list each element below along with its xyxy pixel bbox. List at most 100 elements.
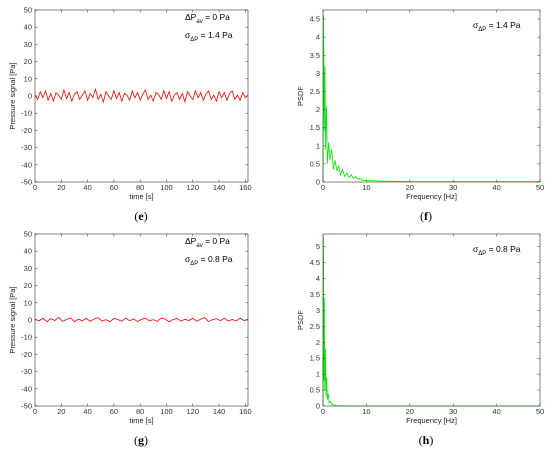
panel-e-xlabel: time [s] <box>129 192 153 201</box>
panel-e-label-letter: e <box>138 209 144 223</box>
panel-e-ytick-label: 40 <box>24 23 32 32</box>
panel-e-ytick-label: -50 <box>21 178 32 187</box>
panel-h: 0 10 20 30 40 50 0 0.5 1 1.5 2 2.5 3 3.5 4 4.5 5 Frequenc… <box>296 233 544 447</box>
panel-e-xtick-label: 40 <box>83 183 91 192</box>
panel-g-ytick-label: -40 <box>21 384 32 393</box>
panel-h-label-open: ( <box>419 433 423 447</box>
panel-e: 0 20 40 60 80 100 120 140 160 -50 -40 -30 -20 -10 0 10 2… <box>8 6 252 224</box>
panel-e-xtick-label: 20 <box>57 183 65 192</box>
panel-e-ytick-label: -40 <box>21 160 32 169</box>
panel-f-ytick-label: 0 <box>316 178 320 187</box>
panel-g-ytick-label: -30 <box>21 367 32 376</box>
panel-h-xtick-label: 10 <box>362 407 370 416</box>
panel-h-xtick-label: 30 <box>449 407 457 416</box>
panel-e-xtick-label: 120 <box>187 183 200 192</box>
panel-f-sigma-sub: ΔP <box>478 27 486 33</box>
panel-h-ylabel: PSDF <box>296 310 305 330</box>
panel-g-series-0-line <box>34 316 249 323</box>
panel-e-sigma-val: = 1.4 Pa <box>198 30 233 40</box>
panel-h-ytick-label: 0.5 <box>310 386 320 395</box>
panel-g-label: (g) <box>134 433 148 447</box>
panel-h-sigma-sub: ΔP <box>478 251 486 257</box>
panel-h-sigma-main: σ <box>473 244 479 254</box>
panel-g-xtick-label: 0 <box>33 407 37 416</box>
panel-e-xtick-label: 140 <box>213 183 226 192</box>
panel-e-sigma-sub: ΔP <box>190 37 198 43</box>
panel-e-xtick-label: 60 <box>110 183 118 192</box>
panel-f-sigma-val: = 1.4 Pa <box>486 20 521 30</box>
panel-e-dp-sub: av <box>196 19 202 25</box>
panel-g-xtick-label: 140 <box>213 407 226 416</box>
panel-h-ytick-label: 4.5 <box>310 258 320 267</box>
panel-e-annotation-mean: ΔPav = 0 Pa <box>185 12 230 25</box>
panel-g-dp-main: ΔP <box>185 236 197 246</box>
panel-g-ytick-label: 10 <box>24 298 32 307</box>
panel-f-ylabel: PSDF <box>296 86 305 106</box>
panel-g-annotation-sigma: σΔP = 0.8 Pa <box>185 254 233 267</box>
panel-h-label-close: ) <box>429 433 433 447</box>
panel-f-axes-frame <box>322 9 541 183</box>
panel-g-xtick-label: 80 <box>136 407 144 416</box>
panel-h-ytick-label: 3 <box>316 306 320 315</box>
panel-f-series-0-line <box>322 15 540 183</box>
panel-e-dp-val: = 0 Pa <box>203 12 230 22</box>
panel-g-dp-sub: av <box>196 243 202 249</box>
panel-e-label: (e) <box>134 209 147 223</box>
panel-g-ytick-label: -50 <box>21 402 32 411</box>
panel-g-label-open: ( <box>134 433 138 447</box>
panel-h-xtick-label: 20 <box>406 407 414 416</box>
panel-g-sigma-main: σ <box>185 254 191 264</box>
panel-h-sigma-val: = 0.8 Pa <box>486 244 521 254</box>
panel-f-sigma-main: σ <box>473 20 479 30</box>
panel-g-ytick-label: 0 <box>28 316 32 325</box>
panel-g-label-letter: g <box>138 433 144 447</box>
panel-h-series-0-line <box>322 237 540 407</box>
panel-g-xtick-label: 100 <box>160 407 173 416</box>
panel-f: 0 10 20 30 40 50 0 0.5 1 1.5 2 2.5 3 3.5 4 4.5 Frequency… <box>296 9 544 223</box>
panel-f-xtick-label: 30 <box>449 183 457 192</box>
panel-f-ytick-label: 2.5 <box>310 87 320 96</box>
panel-e-ytick-label: 0 <box>28 92 32 101</box>
panel-h-xlabel: Frequency [Hz] <box>406 416 457 425</box>
panel-g-ytick-label: -20 <box>21 350 32 359</box>
panel-f-label-letter: f <box>424 209 429 223</box>
panel-f-ytick-label: 1.5 <box>310 123 320 132</box>
panel-g-xlabel: time [s] <box>129 416 153 425</box>
panel-g-xtick-label: 160 <box>239 407 252 416</box>
panel-f-ytick-label: 4.5 <box>310 15 320 24</box>
panel-f-ytick-label: 1 <box>316 141 320 150</box>
panel-g-xtick-label: 60 <box>110 407 118 416</box>
panel-e-ylabel: Pressure signal [Pa] <box>8 62 17 129</box>
panel-f-label-close: ) <box>428 209 432 223</box>
panel-h-ytick-label: 1.5 <box>310 354 320 363</box>
panel-e-label-close: ) <box>144 209 148 223</box>
panel-f-label-open: ( <box>420 209 424 223</box>
panel-h-ytick-label: 2.5 <box>310 322 320 331</box>
panel-f-xtick-label: 40 <box>492 183 500 192</box>
panel-e-xtick-label: 100 <box>160 183 173 192</box>
panel-h-label-letter: h <box>423 433 430 447</box>
panel-g-ytick-label: 30 <box>24 264 32 273</box>
panel-f-xtick-label: 50 <box>536 183 544 192</box>
panel-h-label: (h) <box>419 433 434 447</box>
panel-e-plot: 0 20 40 60 80 100 120 140 160 -50 -40 -30 -20 -10 0 10 2… <box>8 6 252 202</box>
panel-h-xtick-label: 40 <box>492 407 500 416</box>
panel-e-ytick-label: -30 <box>21 143 32 152</box>
panel-e-xtick-label: 80 <box>136 183 144 192</box>
panel-g-ylabel: Pressure signal [Pa] <box>8 286 17 353</box>
panel-f-xtick-label: 10 <box>362 183 370 192</box>
panel-g-plot: 0 20 40 60 80 100 120 140 160 -50 -40 -30 -20 -10 0 10 2… <box>8 230 252 426</box>
panel-e-annotation-sigma: σΔP = 1.4 Pa <box>185 30 233 43</box>
panel-f-xtick-label: 0 <box>321 183 325 192</box>
panel-f-annotation-sigma: σΔP = 1.4 Pa <box>473 20 521 33</box>
panel-e-series-0-line <box>34 87 249 104</box>
panel-e-ytick-label: 30 <box>24 40 32 49</box>
panel-h-plot: 0 10 20 30 40 50 0 0.5 1 1.5 2 2.5 3 3.5 4 4.5 5 Frequenc… <box>296 233 544 425</box>
panel-f-ytick-label: 0.5 <box>310 159 320 168</box>
panel-g-ytick-label: 20 <box>24 281 32 290</box>
panel-e-xtick-label: 0 <box>33 183 37 192</box>
panel-h-ytick-label: 3.5 <box>310 290 320 299</box>
panel-h-annotation-sigma: σΔP = 0.8 Pa <box>473 244 521 257</box>
panel-f-xlabel: Frequency [Hz] <box>406 192 457 201</box>
